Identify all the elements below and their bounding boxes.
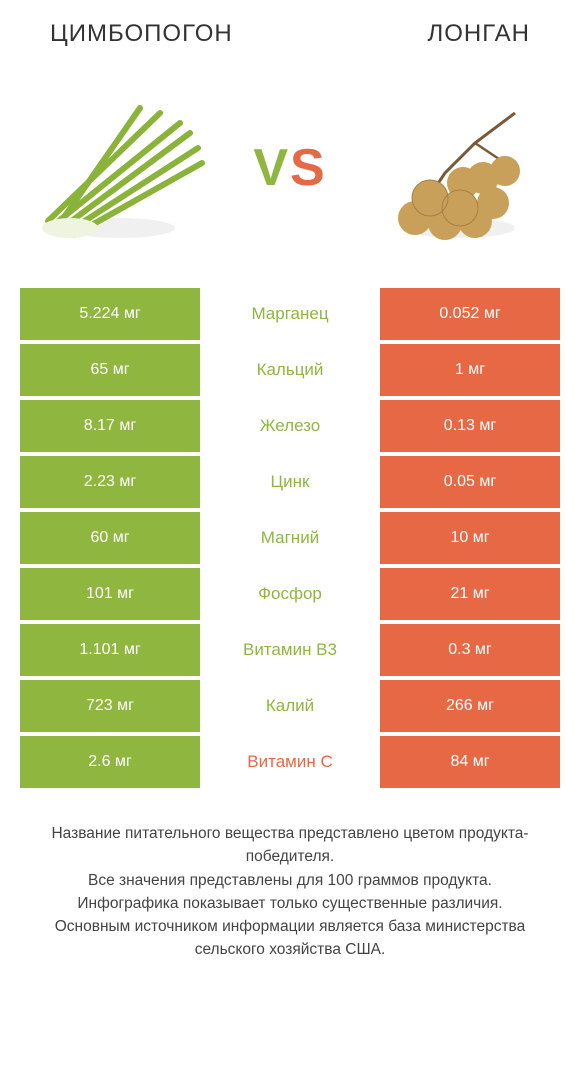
table-row: 5.224 мгМарганец0.052 мг [20,288,560,340]
value-right: 0.13 мг [380,400,560,452]
nutrient-label: Калий [200,680,380,732]
nutrient-label: Магний [200,512,380,564]
table-row: 101 мгФосфор21 мг [20,568,560,620]
nutrient-label: Фосфор [200,568,380,620]
table-row: 2.6 мгВитамин C84 мг [20,736,560,788]
table-row: 2.23 мгЦинк0.05 мг [20,456,560,508]
footer-line: Инфографика показывает только существенн… [20,892,560,915]
nutrient-label: Железо [200,400,380,452]
nutrition-table: 5.224 мгМарганец0.052 мг65 мгКальций1 мг… [0,288,580,788]
nutrient-label: Цинк [200,456,380,508]
footer-line: Основным источником информации является … [20,915,560,962]
value-left: 8.17 мг [20,400,200,452]
value-right: 0.05 мг [380,456,560,508]
image-lemongrass [30,88,210,248]
title-left: ЦИМБОПОГОН [50,20,233,48]
value-left: 2.23 мг [20,456,200,508]
table-row: 60 мгМагний10 мг [20,512,560,564]
value-right: 0.052 мг [380,288,560,340]
value-right: 84 мг [380,736,560,788]
nutrient-label: Витамин B3 [200,624,380,676]
value-right: 0.3 мг [380,624,560,676]
value-left: 1.101 мг [20,624,200,676]
footer-note: Название питательного вещества представл… [0,792,580,962]
value-left: 65 мг [20,344,200,396]
header: ЦИМБОПОГОН ЛОНГАН [0,0,580,58]
value-left: 5.224 мг [20,288,200,340]
vs-label: VS [253,138,326,198]
value-left: 60 мг [20,512,200,564]
title-right: ЛОНГАН [428,20,530,48]
footer-line: Название питательного вещества представл… [20,822,560,869]
nutrient-label: Марганец [200,288,380,340]
value-right: 266 мг [380,680,560,732]
nutrient-label: Витамин C [200,736,380,788]
value-right: 10 мг [380,512,560,564]
value-left: 2.6 мг [20,736,200,788]
table-row: 65 мгКальций1 мг [20,344,560,396]
value-right: 21 мг [380,568,560,620]
table-row: 1.101 мгВитамин B30.3 мг [20,624,560,676]
value-left: 101 мг [20,568,200,620]
vs-v: V [253,139,290,197]
value-left: 723 мг [20,680,200,732]
vs-s: S [290,139,327,197]
table-row: 723 мгКалий266 мг [20,680,560,732]
footer-line: Все значения представлены для 100 граммо… [20,869,560,892]
hero-row: VS [0,58,580,288]
table-row: 8.17 мгЖелезо0.13 мг [20,400,560,452]
value-right: 1 мг [380,344,560,396]
nutrient-label: Кальций [200,344,380,396]
image-longan [370,88,550,248]
